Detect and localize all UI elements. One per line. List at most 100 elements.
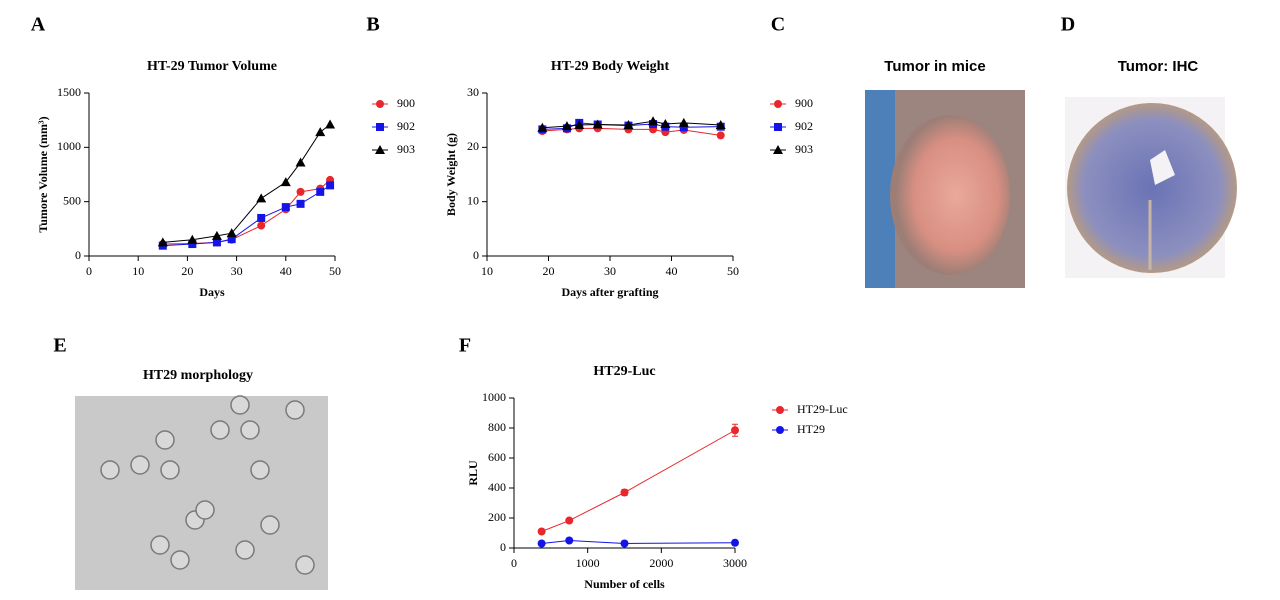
marker — [561, 121, 572, 131]
marker — [574, 120, 585, 130]
legend-label: HT29 — [797, 422, 825, 436]
marker — [157, 237, 168, 247]
x-tick-label: 30 — [604, 264, 616, 278]
marker — [660, 118, 671, 128]
legend-label: 903 — [397, 142, 415, 156]
x-tick-label: 20 — [181, 264, 193, 278]
cell — [210, 420, 230, 440]
marker — [257, 213, 266, 222]
series-line — [162, 179, 331, 245]
y-tick-label: 0 — [75, 248, 81, 262]
marker — [211, 230, 222, 240]
y-tick-label: 800 — [488, 420, 506, 434]
panel-letter: C — [771, 14, 785, 36]
chart-title: HT-29 Body Weight — [551, 59, 670, 74]
marker — [187, 234, 198, 244]
marker — [315, 127, 326, 137]
y-tick-label: 0 — [473, 248, 479, 262]
marker — [295, 157, 306, 167]
chart-title: HT-29 Tumor Volume — [147, 59, 277, 74]
cell — [240, 420, 260, 440]
cell — [195, 500, 215, 520]
x-tick-label: 3000 — [723, 556, 747, 570]
y-tick-label: 200 — [488, 510, 506, 524]
cell — [155, 430, 175, 450]
legend-label: HT29-Luc — [797, 402, 848, 416]
marker — [226, 228, 237, 238]
marker — [227, 235, 236, 244]
marker — [212, 238, 221, 247]
marker — [678, 117, 689, 127]
y-tick-label: 0 — [500, 540, 506, 554]
marker — [648, 116, 659, 126]
y-tick-label: 1500 — [57, 85, 81, 99]
legend-label: 902 — [795, 119, 813, 133]
marker — [592, 119, 603, 129]
y-axis-label: Tumore Volume (mm³) — [36, 116, 50, 232]
x-axis-label: Days after grafting — [561, 285, 658, 299]
x-tick-label: 30 — [231, 264, 243, 278]
y-tick-label: 20 — [467, 139, 479, 153]
marker — [375, 145, 385, 154]
series-line — [541, 539, 736, 545]
cell — [260, 515, 280, 535]
marker — [715, 120, 726, 130]
marker — [774, 123, 782, 131]
x-tick-label: 40 — [666, 264, 678, 278]
panel-title: HT29 morphology — [143, 368, 253, 383]
cell — [100, 460, 120, 480]
x-tick-label: 20 — [543, 264, 555, 278]
y-tick-label: 30 — [467, 85, 479, 99]
marker — [773, 145, 783, 154]
x-tick-label: 50 — [727, 264, 739, 278]
panel-letter: F — [459, 335, 471, 357]
y-axis-label: RLU — [466, 460, 480, 486]
legend-label: 902 — [397, 119, 415, 133]
cell — [130, 455, 150, 475]
panel-letter: B — [366, 14, 379, 36]
marker — [256, 193, 267, 203]
panel-letter: E — [53, 335, 66, 357]
marker — [776, 426, 784, 434]
photo-ihc — [1065, 97, 1237, 278]
marker — [257, 221, 266, 230]
marker — [620, 539, 629, 548]
series-line — [162, 124, 331, 243]
series-line — [541, 429, 736, 532]
cell — [160, 460, 180, 480]
panel-letter: A — [31, 14, 46, 36]
cell — [250, 460, 270, 480]
legend-label: 903 — [795, 142, 813, 156]
x-axis-label: Days — [199, 285, 225, 299]
cell — [235, 540, 255, 560]
cell — [295, 555, 315, 575]
marker — [716, 131, 725, 140]
y-tick-label: 500 — [63, 193, 81, 207]
marker — [537, 122, 548, 132]
marker — [280, 177, 291, 187]
marker — [565, 516, 574, 525]
marker — [296, 187, 305, 196]
marker — [537, 539, 546, 548]
marker — [537, 527, 546, 536]
legend-label: 900 — [397, 96, 415, 110]
panel-title: Tumor: IHC — [1118, 58, 1199, 75]
cell — [285, 400, 305, 420]
x-tick-label: 0 — [511, 556, 517, 570]
marker — [731, 538, 739, 547]
marker — [376, 100, 384, 108]
y-tick-label: 1000 — [57, 139, 81, 153]
marker — [281, 203, 290, 212]
x-tick-label: 40 — [280, 264, 292, 278]
x-tick-label: 10 — [481, 264, 493, 278]
chart-title: HT29-Luc — [593, 364, 655, 379]
marker — [731, 426, 739, 435]
x-tick-label: 0 — [86, 264, 92, 278]
marker — [774, 100, 782, 108]
x-tick-label: 2000 — [649, 556, 673, 570]
marker — [376, 123, 384, 131]
legend-label: 900 — [795, 96, 813, 110]
marker — [296, 199, 305, 208]
y-tick-label: 600 — [488, 450, 506, 464]
